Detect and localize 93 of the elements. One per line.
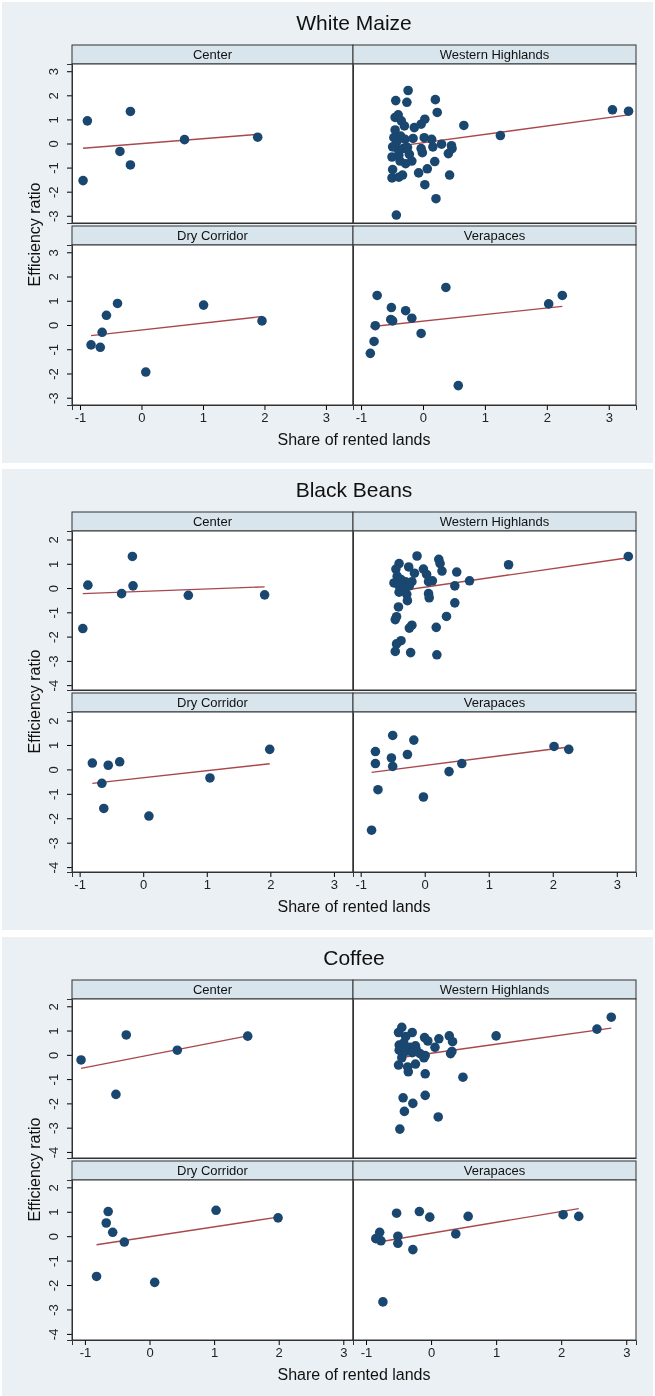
x-tick-label: -1 (355, 410, 368, 426)
y-tick-label: -2 (46, 1098, 61, 1110)
chart-title: Dry Corridor (177, 1163, 249, 1178)
y-tick-label: 0 (46, 140, 61, 148)
y-tick-label: -1 (46, 607, 61, 619)
x-tick-label: 1 (203, 877, 211, 893)
y-tick-label: -1 (46, 1073, 61, 1086)
y-tick-label: -3 (46, 1304, 61, 1316)
y-tick-label: -1 (46, 343, 61, 356)
chart-title: Verapaces (463, 695, 526, 710)
x-tick-label: 1 (493, 1345, 501, 1361)
y-tick-label: -2 (46, 368, 61, 380)
x-tick-label: -1 (74, 877, 86, 893)
chart-title: Verapaces (463, 228, 526, 243)
chart-title: Center (192, 47, 233, 62)
y-tick-label: 3 (46, 68, 61, 76)
y-tick-label: 2 (46, 1184, 61, 1192)
y-tick-label: 1 (46, 1027, 61, 1035)
y-tick-label: -3 (46, 837, 61, 849)
x-tick-label: 0 (140, 877, 148, 893)
x-tick-label: 3 (330, 877, 339, 893)
y-tick-label: 0 (46, 584, 61, 593)
y-tick-label: -3 (46, 210, 61, 223)
y-tick-label: -2 (46, 631, 61, 643)
y-axis-title: Efficiency ratio (26, 1117, 43, 1222)
chart-title: Western Highlands (439, 982, 550, 997)
y-tick-label: -3 (46, 392, 61, 405)
y-tick-label: 1 (46, 116, 61, 124)
x-axis-title: Share of rented lands (277, 431, 431, 448)
chart-title: Dry Corridor (177, 228, 249, 243)
y-tick-label: 3 (46, 249, 61, 257)
y-tick-label: -4 (46, 1146, 61, 1159)
x-tick-label: 3 (613, 877, 621, 893)
chart-title: Verapaces (463, 1163, 526, 1178)
x-tick-label: 2 (558, 1345, 566, 1361)
x-tick-label: 2 (543, 410, 551, 426)
x-tick-label: -1 (74, 410, 87, 426)
y-axis-title: Efficiency ratio (26, 182, 43, 287)
x-tick-label: 0 (427, 1345, 436, 1361)
x-tick-label: -1 (355, 877, 367, 893)
y-tick-label: -3 (46, 655, 61, 668)
y-tick-label: -2 (46, 1279, 61, 1292)
y-tick-label: 2 (46, 1003, 61, 1011)
chart-title: Center (192, 982, 233, 997)
x-tick-label: 3 (605, 410, 613, 426)
x-tick-label: 2 (549, 877, 557, 893)
chart-title: Western Highlands (439, 514, 550, 529)
y-tick-label: -2 (46, 812, 61, 825)
x-tick-label: 2 (267, 877, 275, 893)
x-tick-label: 2 (261, 410, 269, 426)
y-tick-label: 1 (46, 297, 61, 305)
chart-title: Center (192, 514, 233, 529)
y-tick-label: -4 (46, 679, 61, 692)
y-tick-label: 0 (46, 1233, 61, 1241)
x-tick-label: 1 (199, 410, 208, 426)
chart-title: Dry Corridor (177, 695, 249, 710)
y-tick-label: 2 (46, 92, 61, 100)
x-tick-label: 0 (421, 877, 429, 893)
y-axis-title: Efficiency ratio (26, 649, 43, 754)
y-tick-label: -3 (46, 1122, 61, 1134)
y-tick-label: 0 (46, 1051, 61, 1059)
text: White Maize (296, 11, 412, 34)
x-tick-label: 0 (419, 410, 428, 426)
x-tick-label: 3 (322, 410, 331, 426)
y-tick-label: 1 (46, 1208, 61, 1216)
x-axis-title: Share of rented lands (277, 1366, 431, 1383)
y-tick-label: -1 (46, 1255, 61, 1267)
y-tick-label: 2 (46, 273, 61, 281)
y-tick-label: 1 (46, 560, 61, 568)
x-tick-label: 3 (623, 1345, 631, 1361)
x-axis-title: Share of rented lands (277, 898, 431, 915)
x-tick-label: -1 (79, 1345, 92, 1361)
y-tick-label: -4 (46, 861, 61, 874)
y-tick-label: 2 (46, 536, 61, 544)
y-tick-label: -4 (46, 1328, 61, 1341)
y-tick-label: 0 (46, 321, 61, 330)
y-tick-label: 2 (46, 717, 61, 725)
x-tick-label: 1 (485, 877, 493, 893)
chart-title: Western Highlands (439, 47, 550, 62)
y-tick-label: -1 (46, 162, 61, 174)
x-tick-label: 3 (340, 1345, 348, 1361)
x-tick-label: 1 (481, 410, 490, 426)
y-tick-label: 0 (46, 766, 61, 774)
x-tick-label: 2 (275, 1345, 283, 1361)
text: Black Beans (295, 478, 413, 501)
y-tick-label: 1 (46, 741, 61, 750)
y-tick-label: -2 (46, 186, 61, 198)
x-tick-label: 0 (146, 1345, 154, 1361)
text: Coffee (323, 946, 385, 969)
x-tick-label: -1 (360, 1345, 373, 1361)
x-tick-label: 1 (211, 1345, 219, 1361)
y-tick-label: -1 (46, 788, 61, 801)
x-tick-label: 0 (138, 410, 146, 426)
